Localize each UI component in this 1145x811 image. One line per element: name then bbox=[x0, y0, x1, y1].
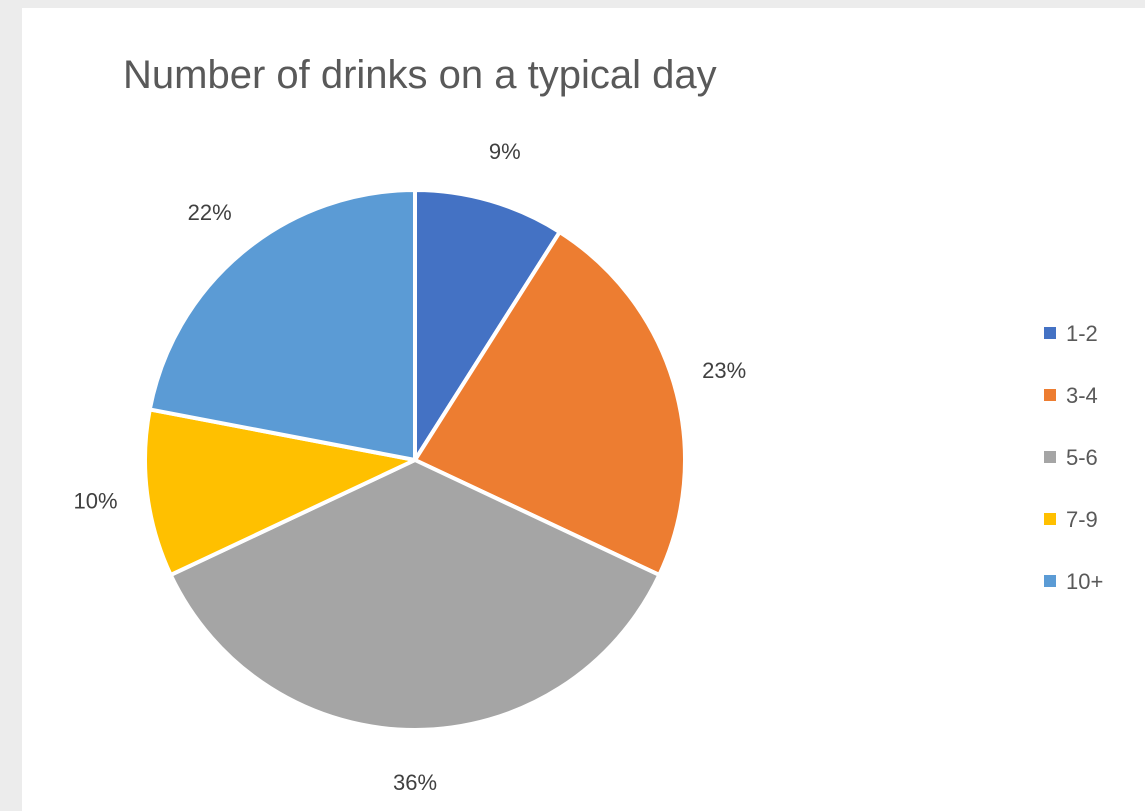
pie-slice-1-2 bbox=[413, 188, 562, 462]
legend-label-10+: 10+ bbox=[1066, 569, 1103, 594]
legend: 1-2 3-4 5-6 7-9 10+ bbox=[1044, 321, 1103, 594]
legend-label-7-9: 7-9 bbox=[1066, 507, 1098, 532]
pie-slice-7-9 bbox=[143, 407, 417, 577]
legend-label-1-2: 1-2 bbox=[1066, 321, 1098, 346]
pie-slice-3-4 bbox=[413, 230, 687, 577]
pie-slices bbox=[143, 188, 687, 732]
legend-swatch-10+ bbox=[1044, 575, 1056, 587]
pie-slice-10+ bbox=[147, 188, 417, 462]
data-label-1-2: 9% bbox=[489, 139, 521, 164]
legend-label-3-4: 3-4 bbox=[1066, 383, 1098, 408]
legend-swatch-5-6 bbox=[1044, 451, 1056, 463]
chart-title: Number of drinks on a typical day bbox=[123, 53, 717, 97]
legend-swatch-7-9 bbox=[1044, 513, 1056, 525]
data-label-5-6: 36% bbox=[393, 770, 437, 795]
pie-slice-5-6 bbox=[168, 458, 662, 732]
data-label-10+: 22% bbox=[188, 200, 232, 225]
data-labels: 9% 23% 36% 10% 22% bbox=[73, 139, 746, 795]
data-label-3-4: 23% bbox=[702, 358, 746, 383]
legend-swatch-1-2 bbox=[1044, 327, 1056, 339]
data-label-7-9: 10% bbox=[73, 488, 117, 513]
legend-label-5-6: 5-6 bbox=[1066, 445, 1098, 470]
legend-swatch-3-4 bbox=[1044, 389, 1056, 401]
